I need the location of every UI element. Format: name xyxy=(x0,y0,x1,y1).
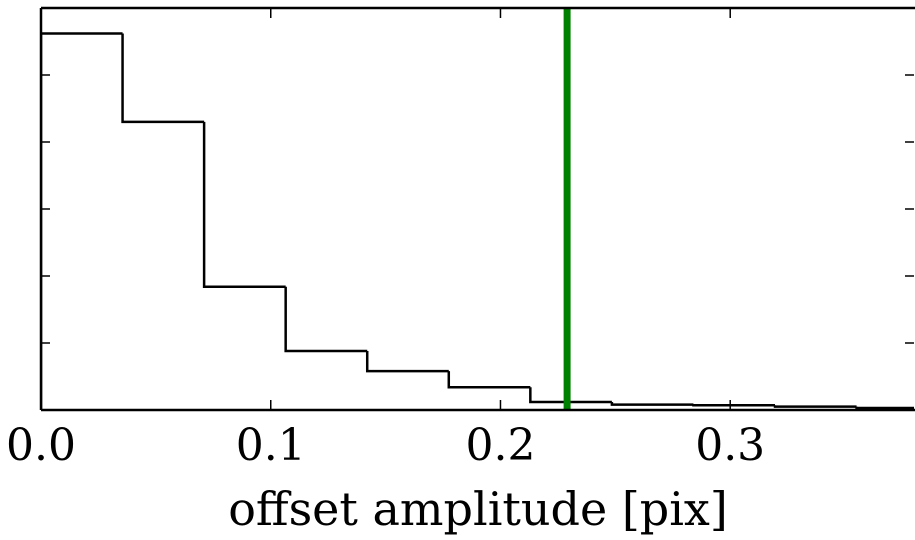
histogram-bin xyxy=(773,405,857,408)
x-axis-title: offset amplitude [pix] xyxy=(228,482,728,536)
histogram-bin xyxy=(610,401,694,406)
x-tick-label: 0.1 xyxy=(236,420,306,471)
x-tick-label: 0.2 xyxy=(465,420,535,471)
histogram-bin xyxy=(447,371,531,389)
axes: 0.0 0.1 0.2 0.3 xyxy=(6,6,915,471)
histogram-bin xyxy=(284,286,368,353)
histogram-bin xyxy=(121,33,205,124)
plot-area xyxy=(41,8,914,410)
x-tick-label: 0.3 xyxy=(695,420,765,471)
histogram-bin xyxy=(41,32,123,410)
histogram-bin xyxy=(365,351,449,373)
x-tick-label: 0.0 xyxy=(6,420,76,471)
histogram-bin xyxy=(692,404,776,407)
histogram-bin xyxy=(202,121,286,288)
histogram-bin xyxy=(529,387,612,404)
histogram-bin xyxy=(855,406,914,410)
